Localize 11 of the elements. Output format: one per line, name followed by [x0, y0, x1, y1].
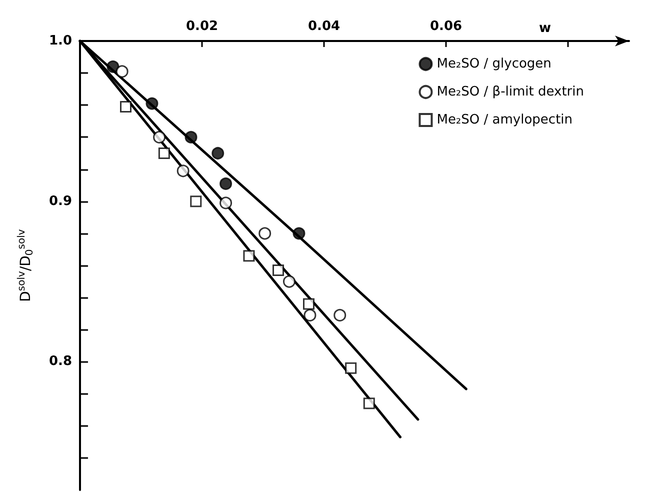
x-tick-label: 0.06 [430, 19, 462, 34]
legend-label: Me₂SO / β-limit dextrin [436, 84, 584, 100]
y-tick-label: 0.9 [48, 194, 72, 209]
x-axis-title: w [539, 21, 552, 36]
x-tick-label: 0.02 [186, 19, 218, 34]
y-tick-label: 1.0 [48, 34, 72, 48]
legend-label: Me₂SO / amylopectin [436, 112, 573, 128]
y-axis-title: Dsolv/D0solv [16, 229, 36, 302]
legend-label: Me₂SO / glycogen [436, 56, 552, 72]
y-tick-label: 0.8 [48, 354, 72, 370]
x-tick-label: 0.04 [308, 19, 340, 34]
